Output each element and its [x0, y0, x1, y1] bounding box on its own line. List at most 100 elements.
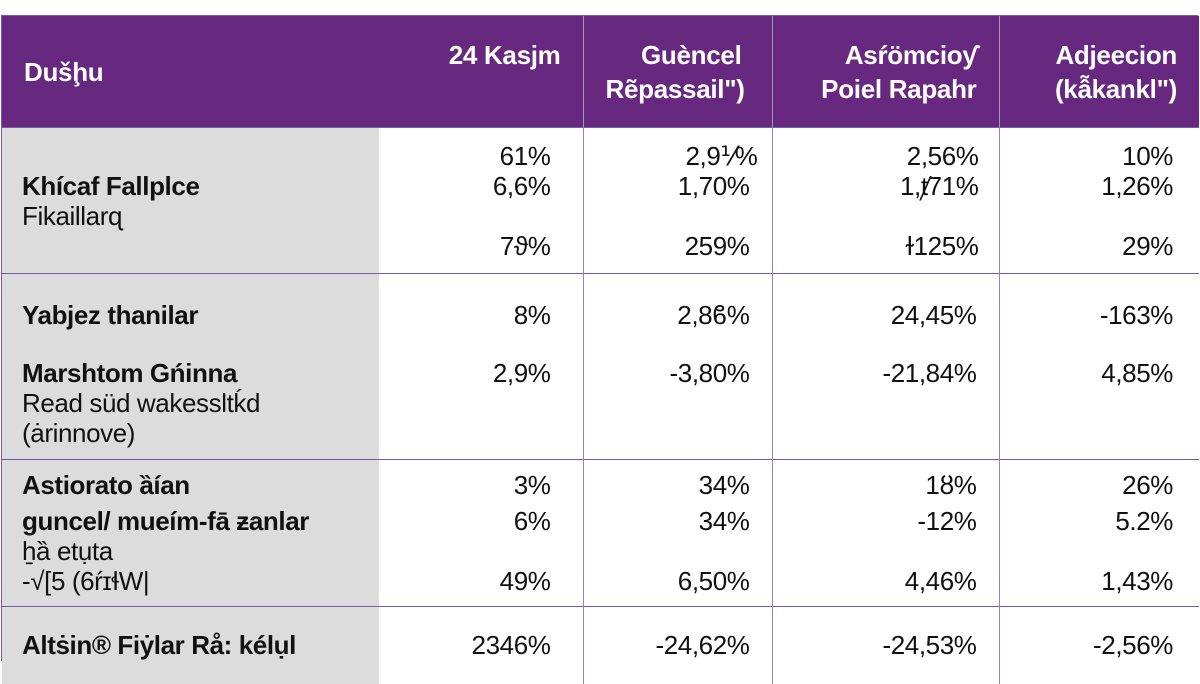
value: 1,43%: [1101, 566, 1173, 596]
row-label-main-2: Marshtom Gńinna: [22, 358, 238, 388]
spacer: [380, 330, 551, 358]
value-cell: -2,56%: [998, 606, 1199, 684]
value: 2,56%: [906, 140, 979, 171]
comparison-table: Dušḩu 24 Kasjm Guèncel Rẽpassail") Asŕöm…: [1, 15, 1199, 684]
row-label-main: Astiorato ȁían: [22, 470, 190, 500]
value-cell: 24,45% -21,84%: [771, 273, 999, 460]
value: 5.2%: [1115, 506, 1173, 536]
value: 2,9%: [492, 358, 551, 388]
value: 2,9⅟%: [685, 140, 758, 171]
value: 1,70%: [677, 170, 750, 201]
row-label-main: Khícaf Fallplce: [22, 170, 200, 201]
header-col-2: Guèncel Rẽpassail"): [582, 16, 772, 128]
value-cell: 3% 6% 49%: [379, 459, 583, 607]
row-label: Khícaf Fallplce Fikaillarɋ: [2, 127, 379, 274]
value-cell: 10% 1,26% 29%: [998, 127, 1199, 274]
value-cell: 34% 34% 6,50%: [582, 459, 772, 607]
value: -3,80%: [669, 358, 750, 388]
value-cell: -163% 4,85%: [998, 273, 1199, 460]
header-category-label: Dušḩu: [24, 56, 104, 87]
spacer: [774, 201, 979, 231]
header-col-4-line2: (kẫkankl"): [1054, 73, 1177, 104]
value: 49%: [499, 566, 551, 596]
value: 61%: [499, 140, 551, 171]
spacer: [774, 536, 977, 566]
header-col-2-line2: Rẽpassail"): [605, 73, 745, 104]
spacer: [22, 330, 378, 358]
value: -163%: [1099, 300, 1174, 330]
value: ɫ125%: [905, 230, 979, 261]
spacer: [1001, 536, 1174, 566]
header-col-3-line1: Asŕömcioƴ: [844, 39, 977, 70]
value-cell: 2346%: [379, 606, 583, 684]
value: 6%: [513, 506, 551, 536]
row-label-main: Altṡin® Fiẏlar Rå: kélụl: [22, 630, 296, 661]
header-col-1: 24 Kasjm: [379, 16, 583, 128]
header-col-3: Asŕömcioƴ Poiel Rapahr: [771, 16, 999, 128]
value-cell: 26% 5.2% 1,43%: [998, 459, 1199, 607]
value: 1,ⱦ71%: [899, 170, 979, 201]
table-row: Khícaf Fallplce Fikaillarɋ 61% 6,6% 7ϑ% …: [2, 127, 1199, 274]
value-cell: 61% 6,6% 7ϑ%: [379, 127, 583, 274]
row-label: Astiorato ȁían guncel/ muеím-fā ƶanlar ẖ…: [2, 459, 379, 607]
value: 26%: [1122, 470, 1173, 500]
header-row: Dušḩu 24 Kasjm Guèncel Rẽpassail") Asŕöm…: [2, 16, 1199, 128]
value: 6,50%: [677, 566, 750, 596]
value: 4,85%: [1101, 358, 1173, 388]
spacer: [585, 330, 750, 358]
spacer: [585, 201, 758, 231]
table-row: Altṡin® Fiẏlar Rå: kélụl 2346% -24,62% -…: [2, 606, 1199, 684]
spacer: [774, 330, 977, 358]
value-cell: 2,9⅟% 1,70% 259%: [582, 127, 772, 274]
value-cell: 8% 2,9%: [379, 273, 583, 460]
spacer: [1001, 201, 1174, 231]
value: 3%: [513, 470, 551, 500]
value: -24,62%: [655, 630, 750, 661]
spacer: [380, 536, 551, 566]
value: -21,84%: [882, 358, 977, 388]
header-col-4: Adjeecion (kẫkankl"): [998, 16, 1199, 128]
value-cell: 2,8ϐ% -3,80%: [582, 273, 772, 460]
value: 4,46%: [904, 566, 977, 596]
value: 34%: [698, 506, 750, 536]
value: 8%: [513, 300, 551, 330]
value-cell: -24,62%: [582, 606, 772, 684]
row-label-main-2: guncel/ muеím-fā ƶanlar: [22, 506, 309, 536]
spacer: [1001, 330, 1174, 358]
value-cell: 2,56% 1,ⱦ71% ɫ125%: [771, 127, 999, 274]
value: 34%: [698, 470, 750, 500]
value: 6,6%: [492, 170, 551, 201]
spacer: [585, 536, 750, 566]
header-col-1-label: 24 Kasjm: [448, 40, 561, 70]
value: 24,45%: [890, 300, 977, 330]
value: -12%: [917, 506, 977, 536]
value: 1,26%: [1101, 170, 1173, 201]
value: 2346%: [471, 630, 551, 661]
header-col-4-line1: Adjeecion: [1055, 39, 1177, 70]
row-label: Altṡin® Fiẏlar Rå: kélụl: [2, 606, 379, 684]
value: 2,8ϐ%: [677, 300, 750, 330]
value: 7ϑ%: [499, 230, 551, 261]
value: 29%: [1122, 230, 1173, 261]
header-col-3-line2: Poiel Rapahr: [821, 73, 977, 104]
table-row: Yabjez thanilar Marshtom Gńinna Read süd…: [2, 273, 1199, 460]
value: -2,56%: [1093, 630, 1173, 661]
row-label-sub-2: (ȧrinnove): [22, 418, 136, 448]
value: 10%: [1122, 140, 1173, 171]
row-label-main: Yabjez thanilar: [22, 300, 199, 330]
value: 259%: [684, 230, 750, 261]
data-table: Dušḩu 24 Kasjm Guèncel Rẽpassail") Asŕöm…: [2, 16, 1199, 684]
row-label-sub: Read süd wakessltḱd: [22, 388, 261, 418]
value: 1ȣ%: [925, 470, 977, 500]
header-category: Dušḩu: [2, 16, 379, 128]
row-label: Yabjez thanilar Marshtom Gńinna Read süd…: [2, 273, 379, 460]
row-label-sub-2: -√[5 (6ŕɪɬW|: [22, 566, 150, 596]
row-label-sub: ẖȁ etụta: [22, 536, 113, 566]
header-col-2-line1: Guèncel: [641, 39, 742, 70]
value: -24,53%: [882, 630, 977, 661]
value-cell: -24,53%: [771, 606, 999, 684]
value-cell: 1ȣ% -12% 4,46%: [771, 459, 999, 607]
table-row: Astiorato ȁían guncel/ muеím-fā ƶanlar ẖ…: [2, 459, 1199, 607]
spacer: [380, 201, 551, 231]
row-label-sub: Fikaillarɋ: [22, 200, 123, 231]
